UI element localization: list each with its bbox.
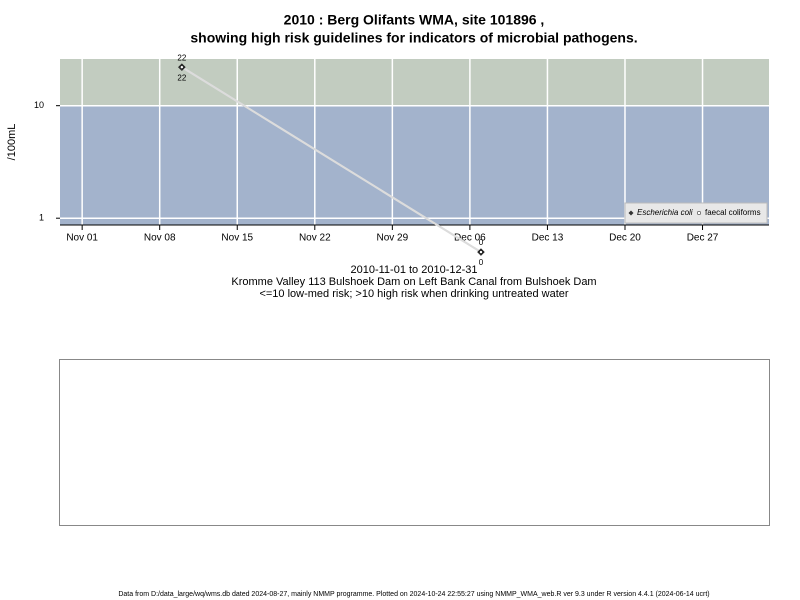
x-tick-label: Nov 15 <box>221 233 253 244</box>
y-axis-label: /100mL <box>6 124 18 161</box>
empty-panel <box>59 359 770 526</box>
legend-marker <box>628 210 634 216</box>
subtitle: Kromme Valley 113 Bulshoek Dam on Left B… <box>231 276 596 288</box>
legend-box <box>624 202 768 224</box>
chart-title: showing high risk guidelines for indicat… <box>190 30 637 46</box>
y-tick-label: 1 <box>39 213 44 223</box>
x-tick-label: Nov 08 <box>144 233 176 244</box>
legend-label: Escherichia coli <box>637 208 693 217</box>
y-tick-label: 10 <box>34 100 44 110</box>
x-tick-label: Nov 22 <box>299 233 331 244</box>
x-tick-label: Dec 20 <box>609 233 641 244</box>
x-tick-label: Dec 06 <box>454 233 486 244</box>
footer: Data from D:/data_large/wq/wms.db dated … <box>118 591 709 598</box>
high-risk-band <box>60 59 769 106</box>
point <box>479 250 483 254</box>
value-label: 22 <box>177 73 186 82</box>
x-tick-label: Dec 27 <box>687 233 719 244</box>
x-tick-label: Nov 01 <box>66 233 98 244</box>
x-tick-label: Nov 29 <box>377 233 409 244</box>
series-line <box>181 66 482 253</box>
subtitle: 2010-11-01 to 2010-12-31 <box>350 264 477 276</box>
point <box>180 65 184 69</box>
value-label: 0 <box>479 258 484 267</box>
legend-label: faecal coliforms <box>705 208 761 217</box>
subtitle: <=10 low-med risk; >10 high risk when dr… <box>259 288 568 300</box>
chart-title: 2010 : Berg Olifants WMA, site 101896 , <box>284 12 545 28</box>
value-label: 0 <box>479 238 484 247</box>
legend-marker <box>696 210 702 216</box>
x-tick-label: Dec 13 <box>532 233 564 244</box>
value-label: 22 <box>177 53 186 62</box>
